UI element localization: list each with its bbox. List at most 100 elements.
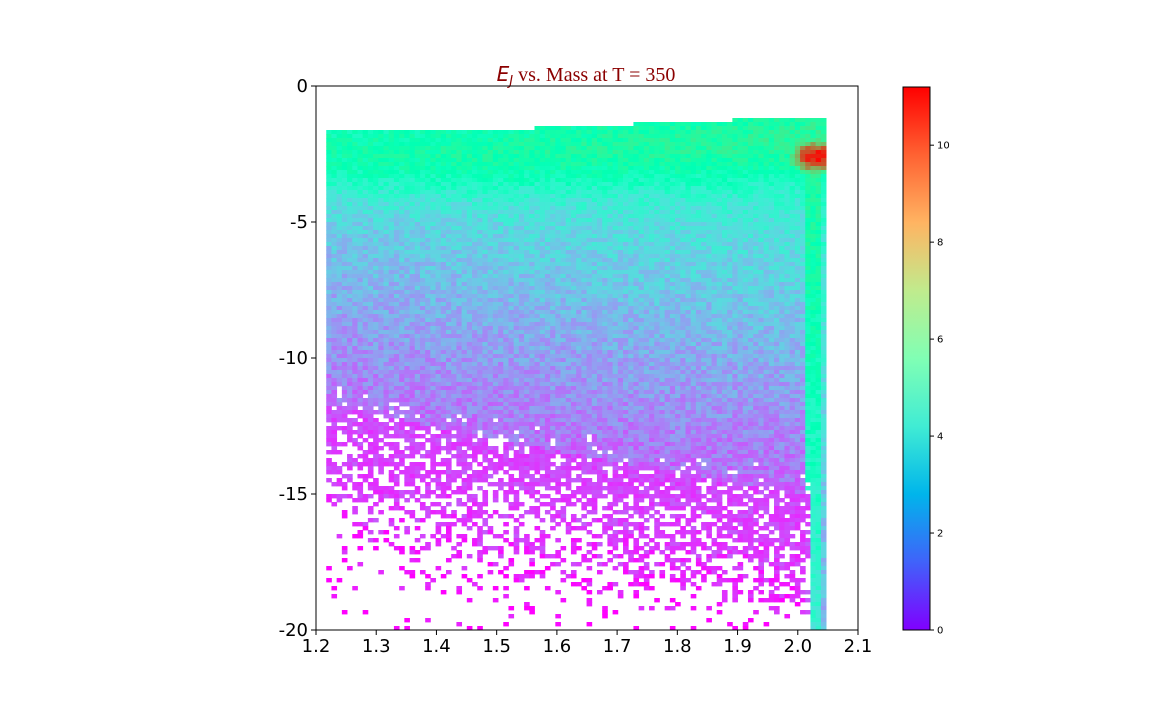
heatmap-cell [425, 154, 431, 159]
heatmap-cell [524, 438, 530, 443]
heatmap-cell [399, 210, 405, 215]
heatmap-cell [451, 178, 457, 183]
heatmap-cell [591, 278, 598, 283]
heatmap-cell [399, 246, 405, 251]
heatmap-cell [393, 158, 400, 163]
heatmap-cell [451, 202, 457, 207]
heatmap-cell [352, 498, 358, 503]
heatmap-cell [576, 362, 582, 367]
heatmap-cell [586, 582, 593, 587]
heatmap-cell [482, 262, 489, 267]
heatmap-cell [367, 370, 374, 375]
heatmap-cell [456, 374, 463, 379]
heatmap-cell [581, 446, 587, 451]
heatmap-cell [357, 302, 364, 307]
heatmap-cell [492, 586, 499, 591]
heatmap-cell [576, 174, 582, 179]
heatmap-cell [445, 174, 452, 179]
heatmap-cell [524, 130, 530, 135]
heatmap-cell [336, 338, 343, 343]
heatmap-cell [544, 350, 551, 355]
heatmap-cell [472, 542, 478, 547]
heatmap-cell [581, 494, 587, 499]
heatmap-cell [539, 534, 546, 539]
heatmap-cell [539, 442, 546, 447]
heatmap-cell [508, 166, 515, 171]
heatmap-cell [544, 314, 551, 319]
heatmap-cell [591, 454, 598, 459]
heatmap-cell [466, 326, 473, 331]
heatmap-cell [399, 326, 405, 331]
heatmap-cell [576, 290, 582, 295]
heatmap-cell [456, 162, 463, 167]
heatmap-cell [409, 354, 416, 359]
heatmap-cell [430, 534, 436, 539]
heatmap-cell [513, 250, 520, 255]
heatmap-cell [565, 474, 572, 479]
heatmap-cell [503, 434, 509, 439]
heatmap-cell [461, 378, 468, 383]
heatmap-cell [430, 322, 436, 327]
heatmap-cell [399, 146, 405, 151]
heatmap-cell [404, 474, 410, 479]
heatmap-cell [570, 362, 577, 367]
heatmap-cell [378, 446, 384, 451]
heatmap-cell [544, 222, 551, 227]
heatmap-cell [508, 190, 515, 195]
heatmap-cell [472, 378, 478, 383]
heatmap-cell [472, 354, 478, 359]
heatmap-cell [419, 314, 426, 319]
heatmap-cell [456, 330, 463, 335]
heatmap-cell [425, 138, 431, 143]
heatmap-cell [477, 550, 483, 555]
heatmap-cell [336, 186, 343, 191]
heatmap-cell [373, 502, 379, 507]
heatmap-cell [534, 386, 541, 391]
heatmap-cell [472, 146, 478, 151]
heatmap-cell [341, 166, 348, 171]
heatmap-cell [430, 266, 436, 271]
heatmap-cell [383, 266, 390, 271]
heatmap-cell [482, 386, 489, 391]
heatmap-cell [409, 462, 416, 467]
heatmap-cell [326, 206, 332, 211]
heatmap-cell [378, 318, 384, 323]
heatmap-cell [544, 406, 551, 411]
heatmap-cell [472, 158, 478, 163]
heatmap-cell [451, 266, 457, 271]
heatmap-cell [341, 134, 348, 139]
heatmap-cell [602, 230, 608, 235]
heatmap-cell [409, 246, 416, 251]
heatmap-cell [596, 202, 603, 207]
heatmap-cell [373, 302, 379, 307]
heatmap-cell [602, 210, 608, 215]
heatmap-cell [352, 306, 358, 311]
heatmap-cell [399, 162, 405, 167]
heatmap-cell [492, 426, 499, 431]
heatmap-cell [492, 482, 499, 487]
heatmap-cell [461, 334, 468, 339]
heatmap-cell [456, 442, 463, 447]
heatmap-cell [341, 162, 348, 167]
heatmap-cell [596, 206, 603, 211]
heatmap-cell [451, 150, 457, 155]
heatmap-cell [560, 222, 567, 227]
heatmap-cell [388, 362, 395, 367]
heatmap-cell [550, 302, 556, 307]
heatmap-cell [347, 294, 353, 299]
heatmap-cell [503, 158, 509, 163]
heatmap-cell [388, 294, 395, 299]
heatmap-cell [451, 414, 457, 419]
heatmap-cell [425, 230, 431, 235]
heatmap-cell [529, 310, 535, 315]
heatmap-cell [373, 426, 379, 431]
heatmap-cell [326, 190, 332, 195]
heatmap-cell [492, 206, 499, 211]
heatmap-cell [357, 366, 364, 371]
heatmap-cell [492, 598, 499, 603]
heatmap-cell [414, 370, 421, 375]
heatmap-cell [570, 546, 577, 551]
heatmap-cell [404, 510, 410, 515]
heatmap-cell [331, 138, 338, 143]
heatmap-cell [347, 130, 353, 135]
